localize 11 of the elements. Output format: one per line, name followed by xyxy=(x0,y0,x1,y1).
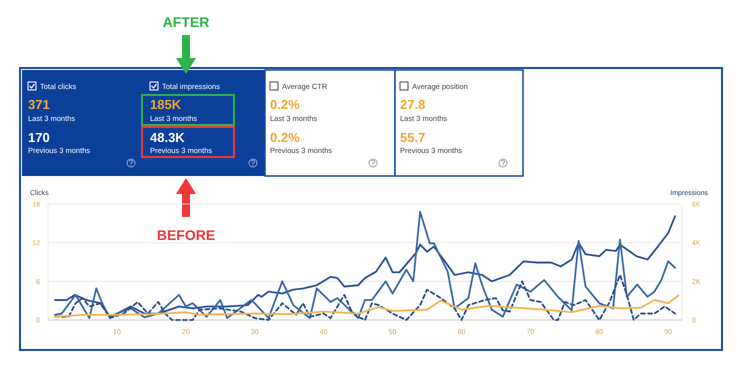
text: 27.8 xyxy=(400,97,426,112)
annotation: BEFORE xyxy=(156,227,216,243)
text: 185K xyxy=(150,97,182,112)
line-series xyxy=(54,294,680,318)
text: 48.3K xyxy=(150,130,186,145)
text: AFTER xyxy=(162,14,210,30)
text: 0.2% xyxy=(270,130,300,145)
text: 170 xyxy=(28,130,50,145)
text: 0.2% xyxy=(270,97,300,112)
text: 371 xyxy=(28,97,50,112)
text: 55.7 xyxy=(400,130,426,145)
